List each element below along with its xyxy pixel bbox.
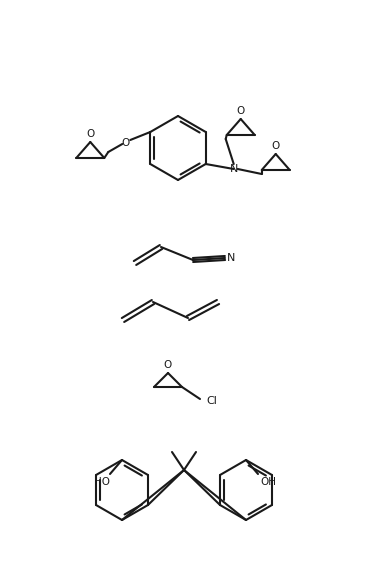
Text: Cl: Cl — [206, 396, 217, 406]
Text: O: O — [237, 106, 245, 116]
Text: O: O — [272, 141, 280, 151]
Text: N: N — [230, 164, 238, 174]
Text: O: O — [164, 360, 172, 370]
Text: O: O — [121, 138, 130, 148]
Text: HO: HO — [94, 477, 110, 487]
Text: OH: OH — [260, 477, 276, 487]
Text: O: O — [86, 129, 95, 139]
Text: N: N — [227, 253, 235, 263]
